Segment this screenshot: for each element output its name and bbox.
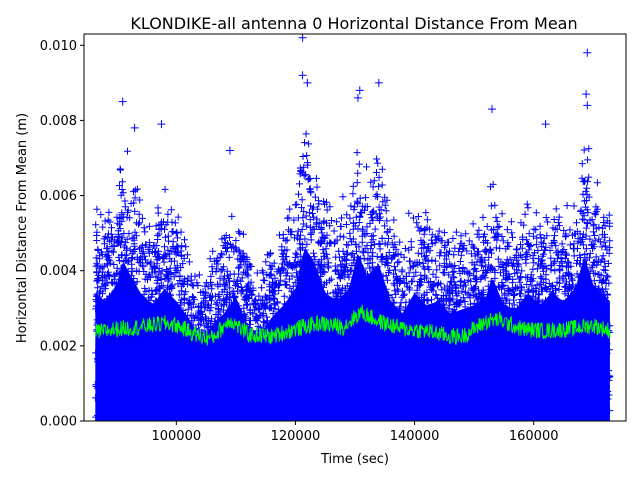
y-tick-label: 0.006 xyxy=(40,189,77,204)
blue-outlier-point xyxy=(298,71,307,80)
plot-frame xyxy=(83,33,627,422)
blue-outlier-point xyxy=(118,97,127,106)
blue-outlier-point xyxy=(541,120,550,129)
series-green-line xyxy=(94,304,611,346)
x-axis: 100000 120000 140000 160000 xyxy=(151,421,559,444)
y-tick-label: 0.008 xyxy=(40,114,77,129)
series-blue-points xyxy=(91,34,614,421)
y-axis-label: Horizontal Distance From Mean (m) xyxy=(15,113,30,343)
blue-outlier-point xyxy=(225,146,234,155)
y-tick-label: 0.004 xyxy=(40,264,77,279)
y-tick-label: 0.002 xyxy=(40,339,77,354)
x-tick-label: 160000 xyxy=(509,429,559,444)
y-axis: 0.000 0.002 0.004 0.006 0.008 0.010 xyxy=(40,39,84,430)
blue-outlier-point xyxy=(298,34,307,42)
blue-outlier-point xyxy=(583,48,592,57)
x-tick-label: 140000 xyxy=(390,429,440,444)
blue-outlier-point xyxy=(355,86,364,95)
blue-outlier-point xyxy=(353,93,362,102)
x-tick-label: 120000 xyxy=(271,429,321,444)
blue-outlier-point xyxy=(130,123,139,132)
x-axis-label: Time (sec) xyxy=(320,452,389,467)
y-tick-label: 0.000 xyxy=(40,415,77,430)
blue-outlier-point xyxy=(582,90,591,99)
blue-outlier-point xyxy=(157,120,166,129)
series-layer xyxy=(91,34,614,421)
blue-outlier-point xyxy=(487,105,496,114)
blue-outlier-point xyxy=(583,101,592,110)
x-tick-label: 100000 xyxy=(151,429,201,444)
chart-title: KLONDIKE-all antenna 0 Horizontal Distan… xyxy=(130,14,577,33)
blue-scatter-marks xyxy=(91,130,614,421)
blue-outlier-point xyxy=(374,78,383,87)
blue-outlier-point xyxy=(303,78,312,87)
y-tick-label: 0.010 xyxy=(40,39,77,54)
